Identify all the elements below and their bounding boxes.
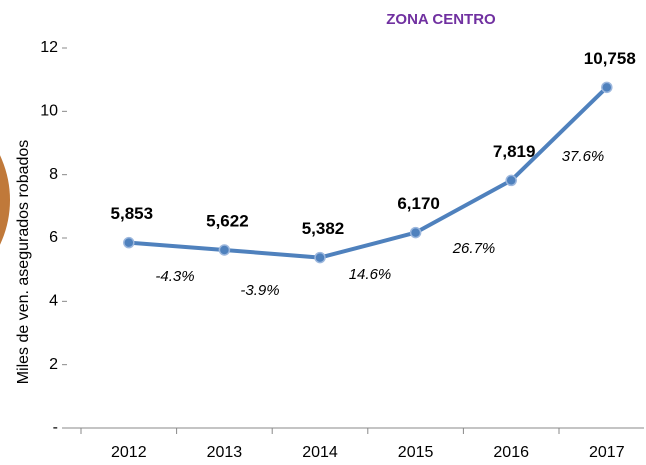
y-tick-label: 8 — [49, 166, 58, 183]
data-label: 6,170 — [397, 194, 440, 213]
data-label: 5,382 — [302, 219, 345, 238]
data-label: 7,819 — [493, 142, 536, 161]
x-tick-label: 2013 — [207, 444, 243, 461]
y-tick-label: 4 — [49, 293, 58, 310]
data-label: 5,853 — [111, 204, 154, 223]
annotation: 26.7% — [452, 240, 496, 257]
y-tick-label: 10 — [40, 103, 58, 120]
annotation: 37.6% — [562, 148, 605, 165]
annotation: -3.9% — [240, 282, 279, 299]
marker — [218, 244, 231, 256]
line — [128, 85, 609, 260]
annotation: 14.6% — [349, 266, 392, 283]
x-tick-label: 2014 — [302, 444, 338, 461]
decoration-arc — [0, 155, 10, 245]
y-tick-label: - — [53, 419, 58, 436]
data-label: 10,758 — [584, 49, 636, 68]
data-label: 5,622 — [206, 211, 249, 230]
y-tick-label: 2 — [49, 356, 58, 373]
annotation: -4.3% — [155, 268, 194, 285]
y-axis-label: Miles de ven. asegurados robados — [15, 140, 32, 385]
marker — [601, 81, 613, 94]
marker — [314, 251, 326, 264]
x-tick-label: 2015 — [398, 444, 434, 461]
marker — [123, 236, 135, 249]
x-tick-label: 2016 — [493, 444, 529, 461]
x-tick-label: 2017 — [589, 444, 625, 461]
marker — [505, 174, 517, 187]
marker — [409, 226, 422, 239]
x-tick-label: 2012 — [111, 444, 147, 461]
y-tick-label: 6 — [49, 229, 58, 246]
y-tick-label: 12 — [40, 39, 58, 56]
chart-title: ZONA CENTRO — [386, 11, 496, 28]
